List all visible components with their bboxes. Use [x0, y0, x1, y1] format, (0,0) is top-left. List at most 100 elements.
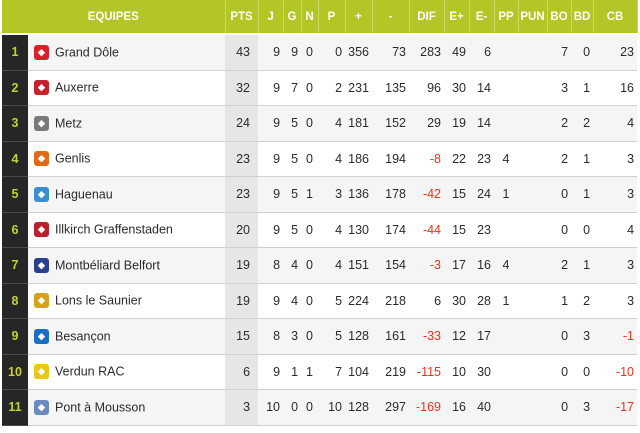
drawn-cell: 0 [301, 141, 319, 177]
col-header-minus[interactable]: - [372, 0, 410, 35]
team-cell[interactable]: ◆ Pont à Mousson [28, 389, 226, 426]
points-for-cell: 356 [345, 34, 373, 71]
table-row[interactable]: 1 ◆ Grand Dôle 43 9 9 0 0 356 73 283 49 6 7 0 23 [2, 34, 638, 71]
pp-cell [494, 34, 519, 71]
drawn-cell: 1 [301, 354, 319, 390]
offensive-bonus-cell: 0 [547, 389, 572, 426]
points-for-cell: 224 [345, 283, 373, 319]
col-header-dif[interactable]: DIF [409, 0, 445, 35]
points-against-cell: 194 [372, 141, 410, 177]
defensive-bonus-cell: 1 [571, 70, 594, 106]
team-cell[interactable]: ◆ Genlis [28, 141, 226, 177]
lost-cell: 4 [318, 105, 346, 142]
played-cell: 9 [258, 354, 284, 390]
col-header-equipes[interactable]: EQUIPES [2, 0, 226, 35]
table-row[interactable]: 6 ◆ Illkirch Graffenstaden 20 9 5 0 4 130 174 -44 1… [2, 212, 638, 248]
tries-against-cell: 14 [469, 105, 495, 142]
col-header-g[interactable]: G [283, 0, 302, 35]
team-cell[interactable]: ◆ Auxerre [28, 70, 226, 106]
tries-against-cell: 14 [469, 70, 495, 106]
played-cell: 9 [258, 176, 284, 213]
team-cell[interactable]: ◆ Montbéliard Belfort [28, 247, 226, 284]
table-row[interactable]: 2 ◆ Auxerre 32 9 7 0 2 231 135 96 30 14 3 1 16 [2, 70, 638, 106]
team-cell[interactable]: ◆ Lons le Saunier [28, 283, 226, 319]
points-against-cell: 161 [372, 318, 410, 355]
col-header-bo[interactable]: BO [547, 0, 572, 35]
points-cell: 19 [225, 283, 259, 319]
played-cell: 10 [258, 389, 284, 426]
col-header-p[interactable]: P [318, 0, 346, 35]
col-header-pp[interactable]: PP [494, 0, 519, 35]
col-header-j[interactable]: J [258, 0, 284, 35]
lost-cell: 5 [318, 283, 346, 319]
penalty-cell [518, 389, 548, 426]
points-against-cell: 152 [372, 105, 410, 142]
points-against-cell: 73 [372, 34, 410, 71]
won-cell: 4 [283, 247, 302, 284]
table-row[interactable]: 3 ◆ Metz 24 9 5 0 4 181 152 29 19 14 2 2 4 [2, 105, 638, 142]
tries-against-cell: 24 [469, 176, 495, 213]
team-cell[interactable]: ◆ Illkirch Graffenstaden [28, 212, 226, 248]
col-header-eplus[interactable]: E+ [444, 0, 470, 35]
tries-for-cell: 17 [444, 247, 470, 284]
team-cell[interactable]: ◆ Grand Dôle [28, 34, 226, 71]
table-row[interactable]: 5 ◆ Haguenau 23 9 5 1 3 136 178 -42 15 24 1 0 1 3 [2, 176, 638, 213]
pp-cell: 4 [494, 247, 519, 284]
table-row[interactable]: 11 ◆ Pont à Mousson 3 10 0 0 10 128 297 -169 16 40 0 3… [2, 389, 638, 426]
offensive-bonus-cell: 2 [547, 105, 572, 142]
drawn-cell: 0 [301, 283, 319, 319]
team-cell[interactable]: ◆ Besançon [28, 318, 226, 355]
table-row[interactable]: 9 ◆ Besançon 15 8 3 0 5 128 161 -33 12 17 0 3 -1 [2, 318, 638, 355]
pp-cell [494, 354, 519, 390]
table-row[interactable]: 7 ◆ Montbéliard Belfort 19 8 4 0 4 151 154 -3 17 16 4… [2, 247, 638, 284]
team-cell[interactable]: ◆ Haguenau [28, 176, 226, 213]
besancon-logo-icon: ◆ [34, 328, 49, 344]
defensive-bonus-cell: 0 [571, 354, 594, 390]
col-header-cb[interactable]: CB [593, 0, 638, 35]
tries-for-cell: 22 [444, 141, 470, 177]
points-against-cell: 297 [372, 389, 410, 426]
tries-against-cell: 28 [469, 283, 495, 319]
rank-cell: 4 [2, 141, 28, 177]
team-cell[interactable]: ◆ Metz [28, 105, 226, 142]
penalty-cell [518, 34, 548, 71]
col-header-pun[interactable]: PUN [518, 0, 548, 35]
col-header-bd[interactable]: BD [571, 0, 594, 35]
team-name: Metz [55, 116, 83, 131]
lost-cell: 5 [318, 318, 346, 355]
rank-cell: 3 [2, 105, 28, 142]
tries-for-cell: 15 [444, 212, 470, 248]
col-header-pts[interactable]: PTS [225, 0, 259, 35]
table-row[interactable]: 4 ◆ Genlis 23 9 5 0 4 186 194 -8 22 23 4 2 1 3 [2, 141, 638, 177]
col-header-n[interactable]: N [301, 0, 319, 35]
points-cell: 32 [225, 70, 259, 106]
lost-cell: 4 [318, 141, 346, 177]
col-header-eminus[interactable]: E- [469, 0, 495, 35]
won-cell: 0 [283, 389, 302, 426]
difference-cell: 29 [409, 105, 445, 142]
cb-cell: 16 [593, 70, 638, 106]
lost-cell: 10 [318, 389, 346, 426]
difference-cell: -44 [409, 212, 445, 248]
illkirch-logo-icon: ◆ [34, 222, 49, 238]
won-cell: 5 [283, 212, 302, 248]
played-cell: 9 [258, 34, 284, 71]
col-header-plus[interactable]: + [345, 0, 373, 35]
difference-cell: -33 [409, 318, 445, 355]
defensive-bonus-cell: 0 [571, 34, 594, 71]
points-for-cell: 128 [345, 318, 373, 355]
team-name: Lons le Saunier [55, 293, 142, 308]
penalty-cell [518, 212, 548, 248]
team-cell[interactable]: ◆ Verdun RAC [28, 354, 226, 390]
cb-cell: 23 [593, 34, 638, 71]
penalty-cell [518, 247, 548, 284]
table-row[interactable]: 8 ◆ Lons le Saunier 19 9 4 0 5 224 218 6 30 28 1 1 2 3 [2, 283, 638, 319]
won-cell: 4 [283, 283, 302, 319]
verdun-logo-icon: ◆ [34, 364, 49, 380]
table-row[interactable]: 10 ◆ Verdun RAC 6 9 1 1 7 104 219 -115 10 30 0 0 -10 [2, 354, 638, 390]
played-cell: 9 [258, 105, 284, 142]
defensive-bonus-cell: 1 [571, 141, 594, 177]
offensive-bonus-cell: 0 [547, 212, 572, 248]
cb-cell: 3 [593, 247, 638, 284]
pp-cell: 4 [494, 141, 519, 177]
